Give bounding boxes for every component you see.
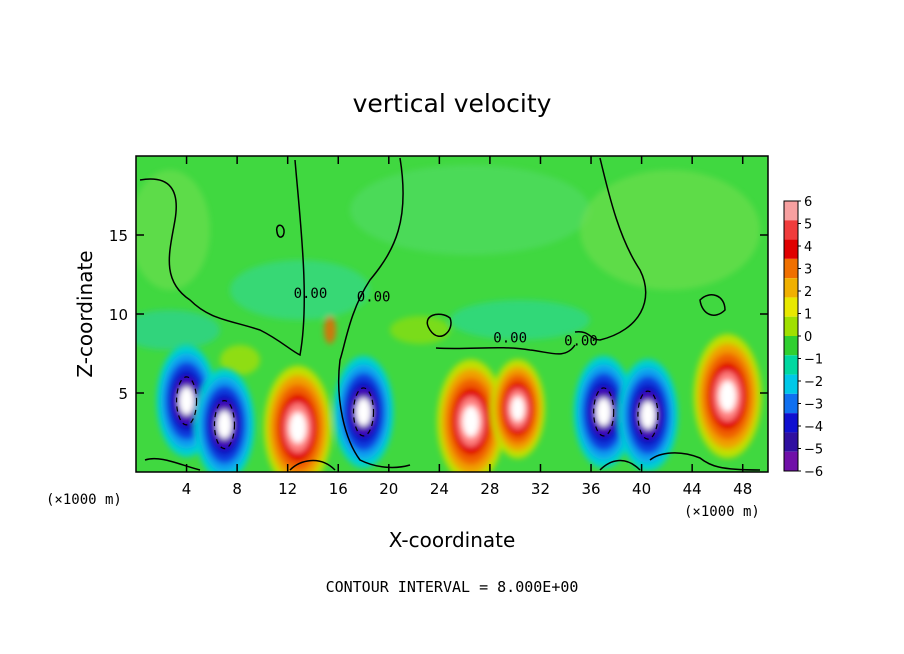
x-units-left: (×1000 m) <box>46 492 122 508</box>
colorbar-swatch <box>784 413 798 433</box>
x-tick-label: 32 <box>531 480 550 498</box>
updraft-cell <box>510 396 525 422</box>
colorbar-label: −2 <box>804 375 823 390</box>
x-axis-label: X-coordinate <box>389 528 516 552</box>
x-units-right: (×1000 m) <box>684 504 760 520</box>
colorbar-label: 5 <box>804 218 812 233</box>
colorbar-label: −3 <box>804 398 823 413</box>
colorbar-swatch <box>784 278 798 298</box>
colorbar-swatch <box>784 220 798 240</box>
x-tick-label: 8 <box>232 480 242 498</box>
colorbar-swatch <box>784 316 798 336</box>
x-tick-label: 20 <box>379 480 398 498</box>
x-tick-label: 24 <box>430 480 449 498</box>
colorbar-label: 3 <box>804 263 812 278</box>
contour-label: 0.00 <box>493 330 527 346</box>
x-tick-label: 36 <box>581 480 600 498</box>
x-tick-label: 16 <box>329 480 348 498</box>
colorbar-label: 0 <box>804 330 812 345</box>
colorbar-label: −1 <box>804 353 823 368</box>
x-tick-label: 48 <box>733 480 752 498</box>
y-axis-ticks: 5 10 15 <box>109 227 768 403</box>
x-tick-label: 40 <box>632 480 651 498</box>
colorbar-swatch <box>784 201 798 221</box>
colorbar-swatch <box>784 258 798 279</box>
cell-shading <box>156 334 762 472</box>
negative-contour <box>352 387 375 437</box>
downdraft-cell <box>640 401 656 430</box>
colorbar-label: 1 <box>804 308 812 323</box>
field-shading <box>136 165 760 375</box>
negative-contour <box>175 376 198 426</box>
colorbar-swatch <box>784 355 798 375</box>
contour-labels: 0.00 0.00 0.00 0.00 <box>294 286 598 349</box>
y-axis-label: Z-coordinate <box>73 250 97 377</box>
negative-contour <box>213 400 236 450</box>
downdraft-cell <box>179 386 195 415</box>
colorbar-label: 6 <box>804 195 812 210</box>
contour-label: 0.00 <box>564 334 598 350</box>
downdraft-cell <box>596 397 612 426</box>
downdraft-cell <box>216 410 232 439</box>
colorbar-swatch <box>784 239 798 259</box>
x-tick-label: 4 <box>182 480 192 498</box>
colorbar-label: 2 <box>804 285 812 300</box>
contour-label: 0.00 <box>294 286 328 302</box>
downdraft-cell <box>356 397 372 426</box>
updraft-cell <box>462 405 480 437</box>
y-tick-label: 10 <box>109 306 128 324</box>
updraft-cell <box>719 380 737 412</box>
negative-contour <box>637 390 659 440</box>
updraft-cell <box>289 412 307 444</box>
colorbar-label: −4 <box>804 420 823 435</box>
colorbar-swatch <box>784 374 798 394</box>
negative-contours <box>175 376 659 450</box>
colorbar-label: −6 <box>804 465 823 480</box>
chart-title: vertical velocity <box>353 89 552 118</box>
contour-interval-note: CONTOUR INTERVAL = 8.000E+00 <box>326 578 579 596</box>
colorbar-swatch <box>784 336 798 356</box>
x-tick-label: 28 <box>480 480 499 498</box>
x-tick-label: 44 <box>683 480 702 498</box>
x-tick-label: 12 <box>278 480 297 498</box>
x-axis-ticks: 4 8 12 16 20 24 28 32 36 40 44 48 <box>182 156 752 498</box>
y-tick-label: 5 <box>118 385 128 403</box>
colorbar-swatch <box>784 432 798 452</box>
colorbar-label: −5 <box>804 443 823 458</box>
y-tick-label: 15 <box>109 227 128 245</box>
colorbar: 6 5 4 3 2 1 0 −1 −2 −3 −4 −5 −6 <box>783 195 823 480</box>
colorbar-label: 4 <box>804 240 812 255</box>
colorbar-swatch <box>784 393 798 414</box>
contour-label: 0.00 <box>357 289 391 305</box>
negative-contour <box>593 387 615 437</box>
plot-area: 0.00 0.00 0.00 0.00 <box>136 156 768 472</box>
contour-lines <box>139 157 761 471</box>
colorbar-swatch <box>784 297 798 317</box>
colorbar-swatch <box>784 451 798 471</box>
